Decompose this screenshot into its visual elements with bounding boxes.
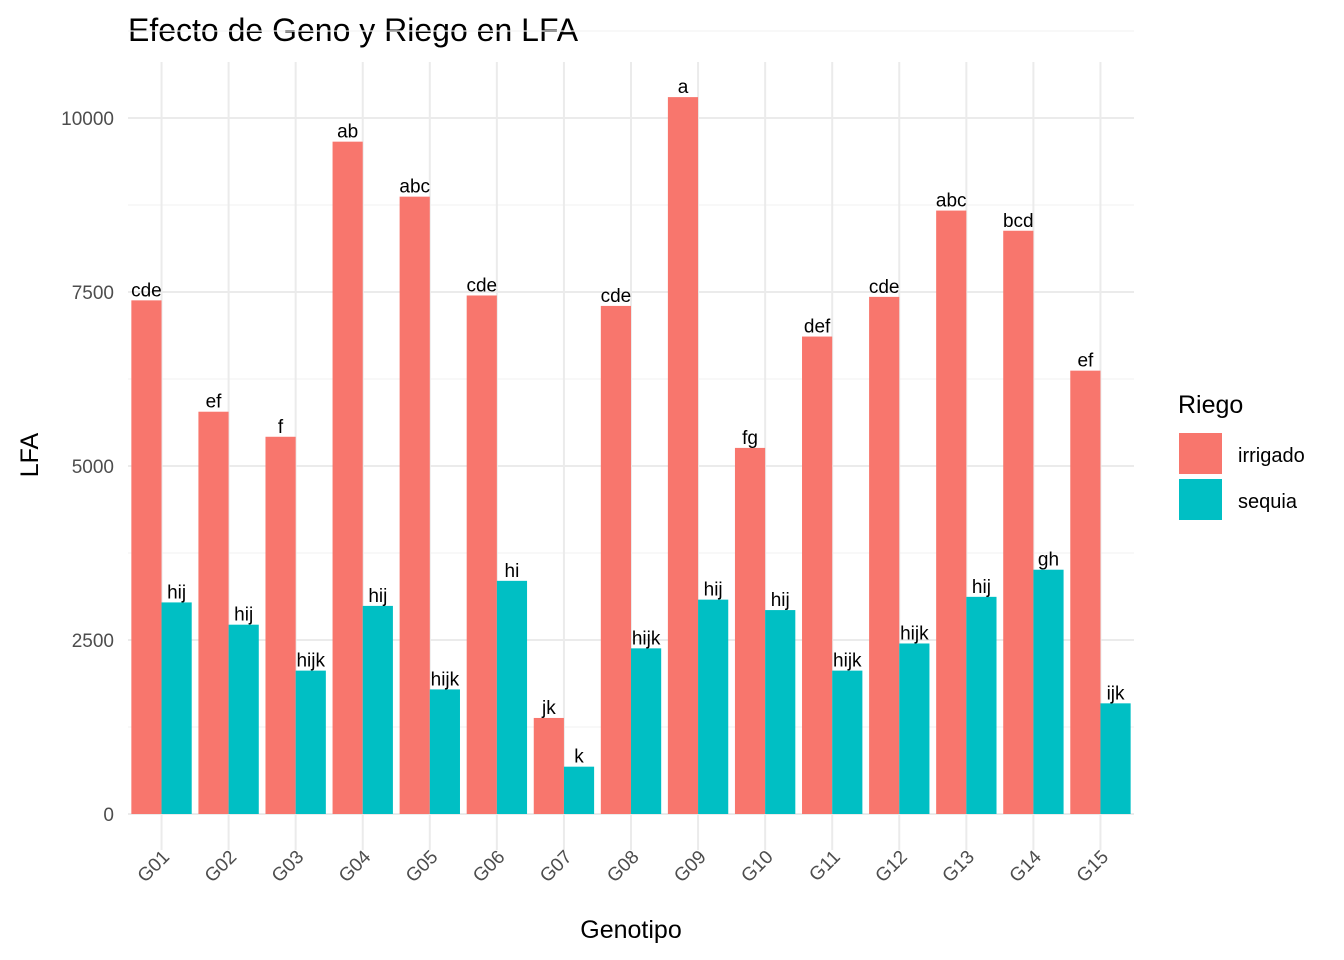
- bar-label: ab: [337, 122, 358, 143]
- x-tick-label: G10: [737, 847, 777, 887]
- x-axis: G01 G02 G03 G04 G05 G06 G07 G08 G09 G10 G11 G12 G13 G…: [134, 846, 1113, 887]
- bar-irrigado: [131, 300, 162, 814]
- bar-label: abc: [936, 191, 967, 212]
- bar-irrigado: [265, 436, 296, 814]
- bar-irrigado: [1070, 370, 1101, 814]
- x-axis-title: Genotipo: [580, 916, 681, 944]
- y-axis: 0 2500 5000 7500 10000: [61, 109, 114, 826]
- bar-label: cde: [601, 286, 632, 307]
- bar-label: fg: [742, 428, 758, 449]
- bar-sequia: [1100, 703, 1131, 814]
- bar-label: cde: [131, 280, 162, 301]
- bar-irrigado: [936, 210, 967, 814]
- bar-label: bcd: [1003, 211, 1034, 232]
- legend-label-sequia: sequia: [1238, 491, 1298, 513]
- legend-key-sequia: [1179, 479, 1222, 520]
- bar-label: cde: [869, 277, 900, 298]
- y-tick-label: 2500: [72, 631, 114, 652]
- legend-label-irrigado: irrigado: [1238, 445, 1305, 467]
- bar-label: a: [678, 77, 689, 98]
- chart-title: Efecto de Geno y Riego en LFA: [128, 12, 579, 48]
- legend: Riego irrigado sequia: [1178, 391, 1305, 520]
- x-tick-label: G04: [335, 846, 376, 887]
- bar-label: hij: [167, 582, 186, 603]
- bar-irrigado: [734, 447, 766, 814]
- bar-label: hijk: [833, 651, 862, 672]
- x-tick-label: G13: [939, 847, 979, 887]
- x-tick-label: G03: [268, 847, 308, 887]
- bar-sequia: [161, 602, 192, 814]
- bar-label: def: [804, 317, 831, 338]
- bar-label: hij: [771, 590, 790, 611]
- bar-label: hij: [368, 586, 387, 607]
- bar-label: hijk: [296, 651, 325, 672]
- bar-sequia: [765, 610, 796, 814]
- bar-sequia: [295, 670, 326, 814]
- x-tick-label: G14: [1006, 846, 1047, 887]
- bar-irrigado: [533, 717, 564, 814]
- x-tick-label: G06: [469, 847, 509, 887]
- legend-key-irrigado: [1179, 433, 1222, 474]
- x-tick-label: G09: [670, 847, 710, 887]
- legend-title: Riego: [1178, 391, 1243, 419]
- bar-label: ef: [206, 392, 223, 413]
- bar-sequia: [899, 643, 930, 814]
- x-tick-label: G12: [872, 847, 912, 887]
- bar-sequia: [698, 599, 729, 814]
- bar-label: gh: [1038, 550, 1059, 571]
- bar-label: hi: [505, 561, 520, 582]
- bar-sequia: [1033, 569, 1064, 814]
- x-tick-label: G02: [201, 847, 241, 887]
- y-axis-title: LFA: [16, 432, 44, 477]
- bar-irrigado: [802, 336, 833, 814]
- bar-sequia: [966, 596, 997, 814]
- bar-label: hijk: [632, 628, 661, 649]
- bar-sequia: [563, 766, 595, 814]
- bar-irrigado: [667, 97, 699, 815]
- y-tick-label: 10000: [61, 109, 114, 130]
- bar-sequia: [228, 624, 259, 814]
- bar-label: k: [574, 747, 584, 768]
- bar-sequia: [496, 580, 528, 814]
- bar-label: hijk: [900, 623, 929, 644]
- bar-label: hijk: [431, 669, 460, 690]
- bar-sequia: [832, 670, 863, 814]
- bar-sequia: [429, 689, 460, 814]
- bar-label: hij: [704, 580, 723, 601]
- bar-label: hij: [972, 577, 991, 598]
- bars: [131, 97, 1131, 815]
- y-tick-label: 0: [103, 805, 114, 826]
- bar-sequia: [362, 605, 393, 814]
- bar-irrigado: [198, 411, 229, 814]
- bar-label: cde: [466, 275, 497, 296]
- x-tick-label: G08: [603, 847, 643, 887]
- x-tick-label: G07: [536, 847, 576, 887]
- bar-label: hij: [234, 605, 253, 626]
- bar-irrigado: [399, 196, 430, 814]
- bar-sequia: [631, 648, 662, 814]
- bar-irrigado: [600, 305, 631, 814]
- y-tick-label: 7500: [72, 283, 114, 304]
- bar-irrigado: [466, 295, 497, 815]
- x-tick-label: G11: [805, 847, 844, 886]
- y-tick-label: 5000: [72, 457, 114, 478]
- x-tick-label: G05: [402, 847, 442, 887]
- bar-label: jk: [541, 698, 556, 719]
- bar-label: f: [278, 417, 284, 438]
- bar-label: ijk: [1107, 683, 1125, 704]
- bar-irrigado: [332, 141, 363, 814]
- x-tick-label: G01: [134, 847, 174, 887]
- bar-irrigado: [869, 296, 900, 814]
- x-tick-label: G15: [1073, 847, 1113, 887]
- bar-label: abc: [399, 177, 430, 198]
- bar-label: ef: [1077, 351, 1094, 372]
- bar-labels: cdehijefhijfhijkabhijabchijkcdehijkkcdeh…: [131, 77, 1125, 768]
- bar-irrigado: [1003, 230, 1034, 814]
